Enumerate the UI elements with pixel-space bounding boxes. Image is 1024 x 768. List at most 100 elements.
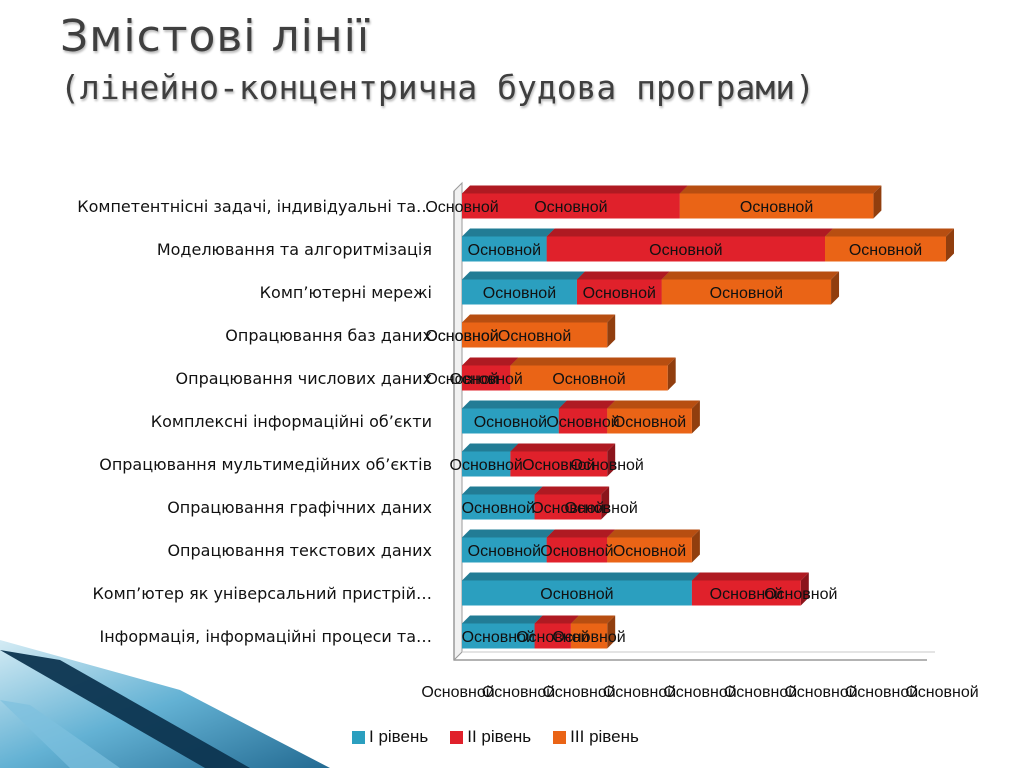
category-label: Компетентнісні задачі, індивідуальні та… — [77, 197, 432, 216]
bar-top-face — [691, 572, 809, 581]
bar-side-face — [873, 185, 882, 219]
bar-top-face — [607, 529, 700, 538]
category-label: Моделювання та алгоритмізація — [157, 240, 432, 259]
bar-side-face — [691, 400, 700, 434]
bar-top-face — [462, 271, 585, 280]
bar-segment — [558, 408, 608, 434]
title-block: Змістові лінії (лінейно-концентрична буд… — [60, 8, 815, 110]
x-tick-label: Основной — [482, 684, 555, 701]
legend-swatch-level-3 — [553, 730, 567, 744]
bar-segment — [534, 494, 602, 520]
bar-segment — [679, 193, 874, 219]
bar-top-face — [825, 228, 954, 237]
bar-top-face — [462, 529, 555, 538]
bar-segment — [462, 537, 547, 563]
data-label: Основной — [649, 242, 722, 259]
category-label: Комп’ютерні мережі — [260, 283, 432, 302]
data-label: Основной — [462, 629, 535, 646]
bar-segment — [462, 193, 680, 219]
bar-segment — [462, 279, 577, 305]
bar-segment — [570, 623, 608, 649]
data-label: Основной — [849, 242, 922, 259]
bar-top-face — [462, 357, 519, 366]
bar-top-face — [534, 615, 579, 624]
bar-top-face — [462, 486, 543, 495]
bar-segment — [661, 279, 832, 305]
data-label: Основной — [764, 586, 837, 603]
bar-top-face — [546, 228, 833, 237]
category-label: Комплексні інформаційні об’єкти — [151, 412, 432, 431]
bar-top-face — [462, 185, 688, 194]
bar-side-face — [800, 572, 809, 606]
data-label: Основной — [498, 328, 571, 345]
slide-subtitle: (лінейно-концентрична будова програми) — [60, 68, 815, 107]
bar-segment — [462, 451, 511, 477]
bar-top-face — [462, 228, 555, 237]
slide-title: Змістові лінії — [60, 11, 371, 62]
x-tick-label: Основной — [784, 684, 857, 701]
axis-side-wall — [453, 181, 463, 662]
legend-item-level-3: ІІІ рівень — [553, 727, 639, 747]
bar-top-face — [462, 443, 519, 452]
data-label: Основной — [531, 500, 604, 517]
bar-segment — [462, 623, 535, 649]
legend-item-level-2: ІІ рівень — [450, 727, 531, 747]
category-label: Опрацювання текстових даних — [167, 541, 432, 560]
data-label: Основной — [425, 328, 498, 345]
bar-top-face — [576, 271, 670, 280]
data-label: Основной — [546, 414, 619, 431]
bar-top-face — [546, 529, 616, 538]
bar-segment — [607, 408, 692, 434]
bar-top-face — [510, 443, 616, 452]
bar-side-face — [607, 615, 616, 649]
bar-segment — [462, 322, 608, 348]
bar-top-face — [607, 400, 700, 409]
bar-top-face — [534, 486, 610, 495]
category-label: Комп’ютер як універсальний пристрій… — [92, 584, 432, 603]
data-label: Основной — [571, 457, 644, 474]
bar-side-face — [946, 228, 954, 262]
data-label: Основной — [450, 371, 523, 388]
bar-top-face — [661, 271, 840, 280]
data-label: Основной — [540, 543, 613, 560]
x-tick-label: Основной — [542, 684, 615, 701]
legend-label-level-1: І рівень — [369, 727, 429, 746]
bar-segment — [576, 279, 662, 305]
data-label: Основной — [468, 242, 541, 259]
legend-label-level-2: ІІ рівень — [467, 727, 532, 746]
bar-side-face — [831, 271, 840, 305]
data-label: Основной — [534, 199, 607, 216]
legend-label-level-3: ІІІ рівень — [570, 727, 639, 746]
bar-segment — [607, 537, 692, 563]
data-label: Основной — [552, 371, 625, 388]
bar-segment — [462, 236, 547, 262]
data-label: Основной — [425, 199, 498, 216]
bar-segment — [510, 365, 668, 391]
x-tick-label: Основной — [724, 684, 797, 701]
data-label: Основной — [462, 500, 535, 517]
data-label: Основной — [583, 285, 656, 302]
chart-legend: І рівень ІІ рівень ІІІ рівень — [352, 727, 639, 747]
bar-top-face — [462, 572, 700, 581]
category-label: Інформація, інформаційні процеси та… — [100, 627, 433, 646]
bar-top-face — [558, 400, 616, 409]
x-tick-label: Основной — [421, 684, 494, 701]
data-label: Основной — [613, 414, 686, 431]
data-label: Основной — [540, 586, 613, 603]
data-label: Основной — [522, 457, 595, 474]
bar-segment — [462, 580, 692, 606]
data-label: Основной — [450, 457, 523, 474]
legend-swatch-level-2 — [450, 730, 464, 744]
bar-top-face — [510, 357, 676, 366]
data-label: Основной — [516, 629, 589, 646]
bar-segment — [510, 451, 608, 477]
data-label: Основной — [613, 543, 686, 560]
category-label: Опрацювання мультимедійних об’єктів — [99, 455, 432, 474]
bar-side-face — [607, 443, 616, 477]
bar-segment — [691, 580, 801, 606]
legend-item-level-1: І рівень — [352, 727, 428, 747]
bar-segment — [462, 494, 535, 520]
bar-side-face — [601, 486, 610, 520]
